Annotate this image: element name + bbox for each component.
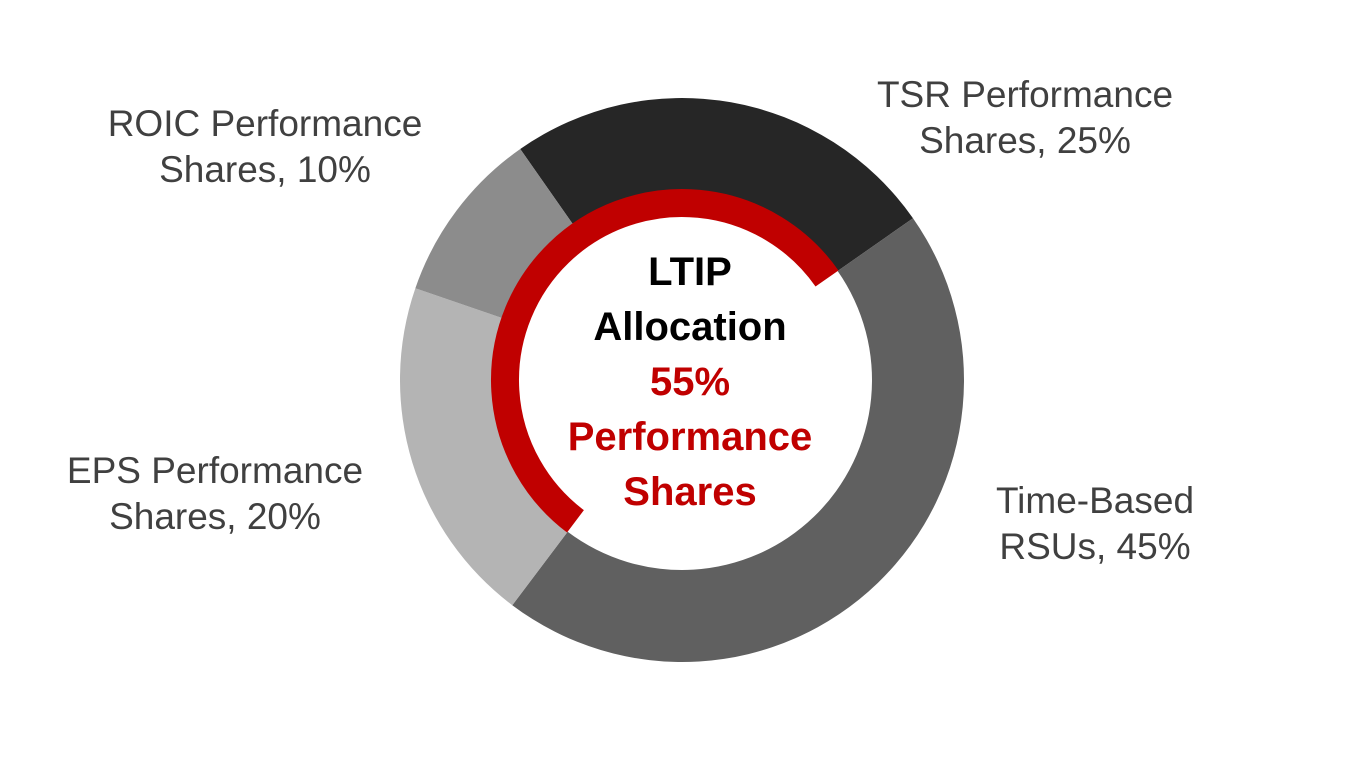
highlight-arc-performance-shares — [491, 189, 839, 533]
label-time-based-rsus: Time-Based RSUs, 45% — [995, 480, 1195, 567]
slice-roic-performance-shares — [415, 148, 574, 319]
center-highlight-line-2: Performance — [567, 415, 813, 459]
slice-tsr-performance-shares — [520, 98, 914, 272]
label-eps-performance-shares: EPS Performance Shares, 20% — [66, 450, 364, 537]
center-title-line-2: Allocation — [593, 305, 787, 349]
center-title-line-1: LTIP — [648, 250, 732, 294]
center-highlight-line-3: Shares — [623, 470, 757, 514]
slice-eps-performance-shares — [399, 288, 568, 606]
center-caption: LTIP Allocation 55% Performance Shares — [520, 245, 860, 520]
center-highlight-percent: 55% — [649, 360, 731, 404]
label-tsr-performance-shares: TSR Performance Shares, 25% — [876, 74, 1174, 161]
label-roic-performance-shares: ROIC Performance Shares, 10% — [107, 103, 423, 190]
slice-time-based-rsus — [512, 218, 964, 662]
